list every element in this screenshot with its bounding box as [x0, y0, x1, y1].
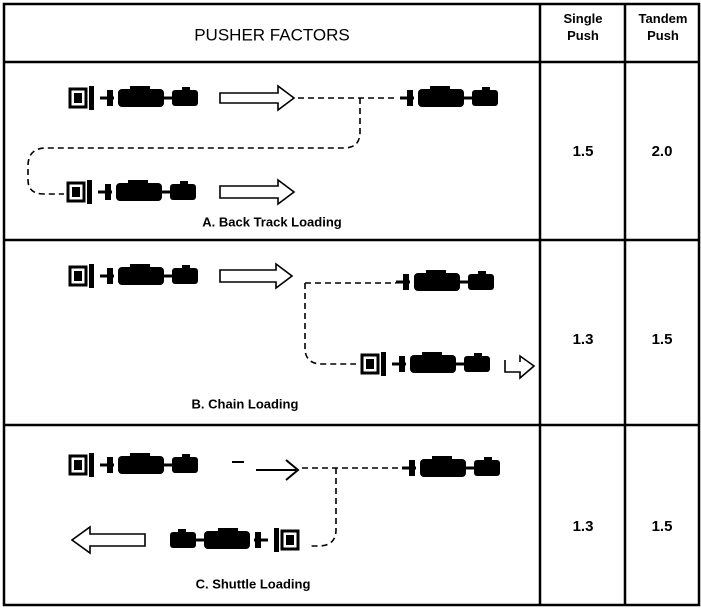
header-tandem: Tandem Push — [638, 11, 688, 43]
tandem-push-value: 2.0 — [652, 143, 673, 160]
single-push-value: 1.3 — [573, 331, 594, 348]
diagram-chain — [68, 262, 536, 380]
header-tandem-wrap: Tandem Push — [638, 11, 688, 43]
row-caption: B. Chain Loading — [192, 396, 299, 411]
header-single-wrap: Single Push — [563, 11, 603, 43]
tandem-push-value: 1.5 — [652, 518, 673, 535]
single-push-value: 1.5 — [573, 143, 594, 160]
single-push-value: 1.3 — [573, 518, 594, 535]
diagram-back-track — [27, 84, 500, 206]
row-caption: A. Back Track Loading — [202, 214, 341, 229]
diagram-shuttle — [68, 453, 502, 555]
tandem-push-value: 1.5 — [652, 331, 673, 348]
row-caption: C. Shuttle Loading — [196, 576, 311, 591]
header-title: PUSHER FACTORS — [194, 25, 350, 44]
header-single: Single Push — [563, 11, 603, 43]
